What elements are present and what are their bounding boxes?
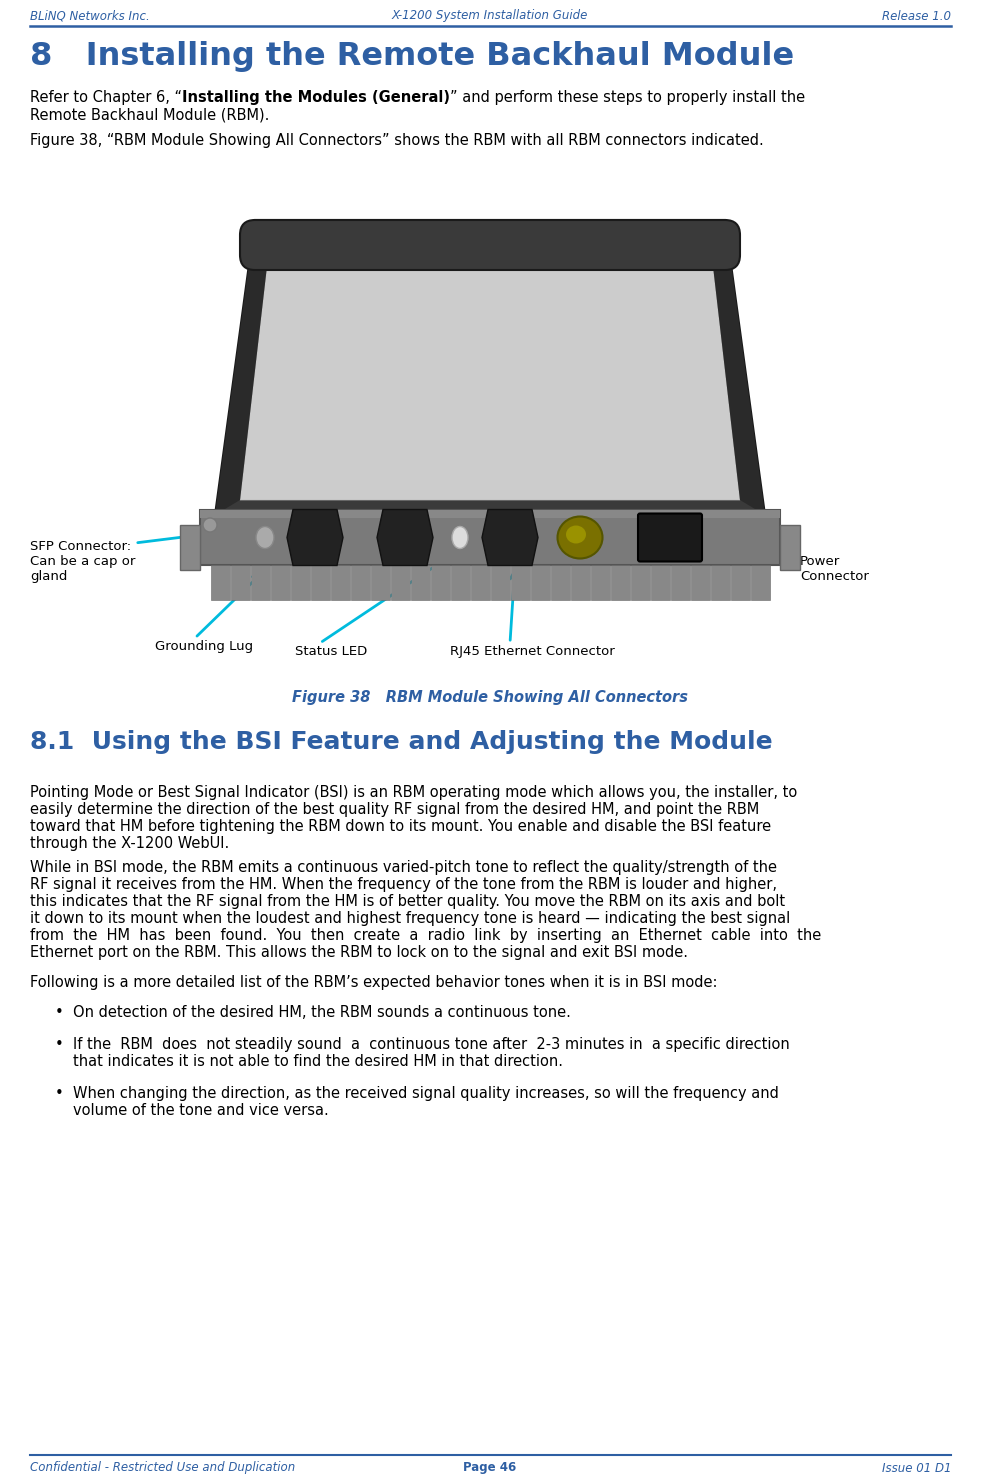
Polygon shape <box>482 510 538 565</box>
Ellipse shape <box>256 526 274 549</box>
Ellipse shape <box>203 518 217 532</box>
Bar <box>780 525 800 569</box>
Ellipse shape <box>452 526 468 549</box>
Bar <box>531 565 549 601</box>
Text: Following is a more detailed list of the RBM’s expected behavior tones when it i: Following is a more detailed list of the… <box>30 974 717 991</box>
Bar <box>510 565 530 601</box>
Text: •: • <box>55 1037 64 1051</box>
Text: Can be a cap or: Can be a cap or <box>30 555 135 568</box>
Text: X-1200 System Installation Guide: X-1200 System Installation Guide <box>391 9 589 22</box>
Text: Pointing Mode or Best Signal Indicator (BSI) is an RBM operating mode which allo: Pointing Mode or Best Signal Indicator (… <box>30 785 798 799</box>
Text: Release 1.0: Release 1.0 <box>882 9 951 22</box>
Bar <box>471 565 490 601</box>
Bar <box>271 565 289 601</box>
Text: When changing the direction, as the received signal quality increases, so will t: When changing the direction, as the rece… <box>73 1086 779 1100</box>
Bar <box>550 565 570 601</box>
Text: Remote Backhaul Module (RBM).: Remote Backhaul Module (RBM). <box>30 107 270 122</box>
Bar <box>250 565 270 601</box>
Bar <box>631 565 649 601</box>
Ellipse shape <box>566 525 586 543</box>
Text: SFP Connector:: SFP Connector: <box>30 540 131 553</box>
Text: that indicates it is not able to find the desired HM in that direction.: that indicates it is not able to find th… <box>73 1054 563 1069</box>
Text: BLiNQ Networks Inc.: BLiNQ Networks Inc. <box>30 9 150 22</box>
Bar <box>670 565 690 601</box>
Ellipse shape <box>557 516 602 559</box>
Polygon shape <box>240 240 740 500</box>
Text: Power: Power <box>800 555 841 568</box>
Text: this indicates that the RF signal from the HM is of better quality. You move the: this indicates that the RF signal from t… <box>30 894 785 909</box>
Text: Confidential - Restricted Use and Duplication: Confidential - Restricted Use and Duplic… <box>30 1462 295 1474</box>
Bar <box>650 565 669 601</box>
FancyBboxPatch shape <box>638 513 702 562</box>
Text: Refer to Chapter 6, “: Refer to Chapter 6, “ <box>30 90 182 105</box>
Text: If the  RBM  does  not steadily sound  a  continuous tone after  2-3 minutes in : If the RBM does not steadily sound a con… <box>73 1037 790 1051</box>
Text: gland: gland <box>30 569 68 583</box>
Bar <box>331 565 349 601</box>
Bar <box>290 565 309 601</box>
Text: it down to its mount when the loudest and highest frequency tone is heard — indi: it down to its mount when the loudest an… <box>30 911 791 925</box>
Bar <box>371 565 389 601</box>
Text: Figure 38, “RBM Module Showing All Connectors” shows the RBM with all RBM connec: Figure 38, “RBM Module Showing All Conne… <box>30 133 764 148</box>
Bar <box>180 525 200 569</box>
Text: Status LED: Status LED <box>295 645 367 658</box>
Text: Page 46: Page 46 <box>463 1462 517 1474</box>
Bar <box>200 510 780 518</box>
Bar <box>731 565 749 601</box>
FancyBboxPatch shape <box>200 510 780 565</box>
Text: easily determine the direction of the best quality RF signal from the desired HM: easily determine the direction of the be… <box>30 802 759 817</box>
Text: toward that HM before tightening the RBM down to its mount. You enable and disab: toward that HM before tightening the RBM… <box>30 819 771 833</box>
Bar <box>450 565 470 601</box>
Text: Ethernet port on the RBM. This allows the RBM to lock on to the signal and exit : Ethernet port on the RBM. This allows th… <box>30 945 688 960</box>
Bar <box>350 565 370 601</box>
Text: through the X-1200 WebUI.: through the X-1200 WebUI. <box>30 836 230 851</box>
Text: from  the  HM  has  been  found.  You  then  create  a  radio  link  by  inserti: from the HM has been found. You then cre… <box>30 928 821 943</box>
Text: RJ45 Ethernet Connector: RJ45 Ethernet Connector <box>450 645 615 658</box>
Polygon shape <box>377 510 433 565</box>
Text: 8.1  Using the BSI Feature and Adjusting the Module: 8.1 Using the BSI Feature and Adjusting … <box>30 730 773 753</box>
Bar <box>710 565 730 601</box>
Text: volume of the tone and vice versa.: volume of the tone and vice versa. <box>73 1103 329 1118</box>
Text: While in BSI mode, the RBM emits a continuous varied-pitch tone to reflect the q: While in BSI mode, the RBM emits a conti… <box>30 860 777 875</box>
FancyBboxPatch shape <box>240 219 740 270</box>
Bar <box>691 565 709 601</box>
Text: Issue 01 D1: Issue 01 D1 <box>882 1462 951 1474</box>
Bar <box>431 565 449 601</box>
Text: •: • <box>55 1005 64 1020</box>
Bar <box>390 565 409 601</box>
Text: Figure 38   RBM Module Showing All Connectors: Figure 38 RBM Module Showing All Connect… <box>292 690 688 704</box>
Bar <box>610 565 630 601</box>
Text: 8   Installing the Remote Backhaul Module: 8 Installing the Remote Backhaul Module <box>30 42 795 73</box>
Text: On detection of the desired HM, the RBM sounds a continuous tone.: On detection of the desired HM, the RBM … <box>73 1005 571 1020</box>
Bar <box>591 565 609 601</box>
Bar <box>571 565 590 601</box>
Bar <box>311 565 330 601</box>
Bar <box>410 565 430 601</box>
Text: Grounding Lug: Grounding Lug <box>155 641 253 653</box>
Bar <box>231 565 249 601</box>
Bar <box>750 565 769 601</box>
Text: Connector: Connector <box>800 569 869 583</box>
Polygon shape <box>215 219 765 515</box>
Bar <box>211 565 230 601</box>
Polygon shape <box>287 510 343 565</box>
Text: Installing the Modules (General): Installing the Modules (General) <box>182 90 450 105</box>
Polygon shape <box>215 219 270 515</box>
Polygon shape <box>710 219 765 515</box>
Text: •: • <box>55 1086 64 1100</box>
Bar <box>490 565 509 601</box>
Text: ” and perform these steps to properly install the: ” and perform these steps to properly in… <box>450 90 805 105</box>
Text: RF signal it receives from the HM. When the frequency of the tone from the RBM i: RF signal it receives from the HM. When … <box>30 876 777 891</box>
